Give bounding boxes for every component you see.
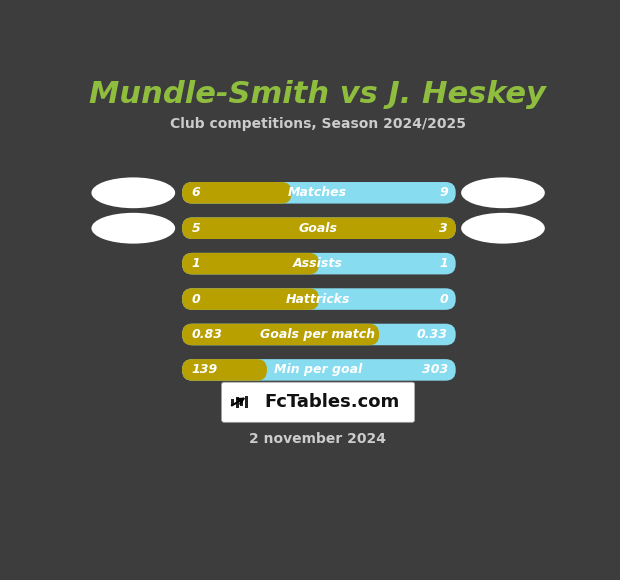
Text: 0.83: 0.83 bbox=[192, 328, 223, 341]
Text: 2 november 2024: 2 november 2024 bbox=[249, 432, 386, 446]
Text: 0.33: 0.33 bbox=[417, 328, 448, 341]
Text: Matches: Matches bbox=[288, 186, 347, 200]
Text: 0: 0 bbox=[192, 292, 200, 306]
Text: Hattricks: Hattricks bbox=[285, 292, 350, 306]
Text: 6: 6 bbox=[192, 186, 200, 200]
Text: 139: 139 bbox=[192, 364, 218, 376]
Text: Mundle-Smith vs J. Heskey: Mundle-Smith vs J. Heskey bbox=[89, 79, 546, 108]
Text: 303: 303 bbox=[422, 364, 448, 376]
FancyBboxPatch shape bbox=[182, 359, 267, 380]
FancyBboxPatch shape bbox=[182, 359, 456, 380]
FancyBboxPatch shape bbox=[236, 397, 239, 408]
Text: 3: 3 bbox=[439, 222, 448, 235]
FancyBboxPatch shape bbox=[182, 218, 456, 239]
FancyBboxPatch shape bbox=[182, 253, 456, 274]
Text: 5: 5 bbox=[192, 222, 200, 235]
Text: Assists: Assists bbox=[293, 257, 343, 270]
Text: Goals per match: Goals per match bbox=[260, 328, 375, 341]
Text: 1: 1 bbox=[439, 257, 448, 270]
Text: 1: 1 bbox=[192, 257, 200, 270]
FancyBboxPatch shape bbox=[182, 218, 456, 239]
Text: Goals: Goals bbox=[298, 222, 337, 235]
Text: 0: 0 bbox=[439, 292, 448, 306]
Text: Club competitions, Season 2024/2025: Club competitions, Season 2024/2025 bbox=[170, 117, 466, 130]
FancyBboxPatch shape bbox=[182, 288, 456, 310]
FancyBboxPatch shape bbox=[182, 253, 319, 274]
Ellipse shape bbox=[461, 213, 545, 244]
FancyBboxPatch shape bbox=[182, 324, 456, 345]
Ellipse shape bbox=[92, 213, 175, 244]
FancyBboxPatch shape bbox=[245, 396, 248, 408]
FancyBboxPatch shape bbox=[182, 288, 319, 310]
Text: FcTables.com: FcTables.com bbox=[265, 393, 400, 411]
FancyBboxPatch shape bbox=[231, 399, 234, 405]
FancyBboxPatch shape bbox=[182, 182, 456, 204]
FancyBboxPatch shape bbox=[182, 324, 379, 345]
Text: 9: 9 bbox=[439, 186, 448, 200]
FancyBboxPatch shape bbox=[241, 398, 243, 406]
FancyBboxPatch shape bbox=[182, 182, 291, 204]
FancyBboxPatch shape bbox=[222, 382, 415, 422]
Ellipse shape bbox=[92, 177, 175, 208]
Ellipse shape bbox=[461, 177, 545, 208]
Text: Min per goal: Min per goal bbox=[273, 364, 362, 376]
